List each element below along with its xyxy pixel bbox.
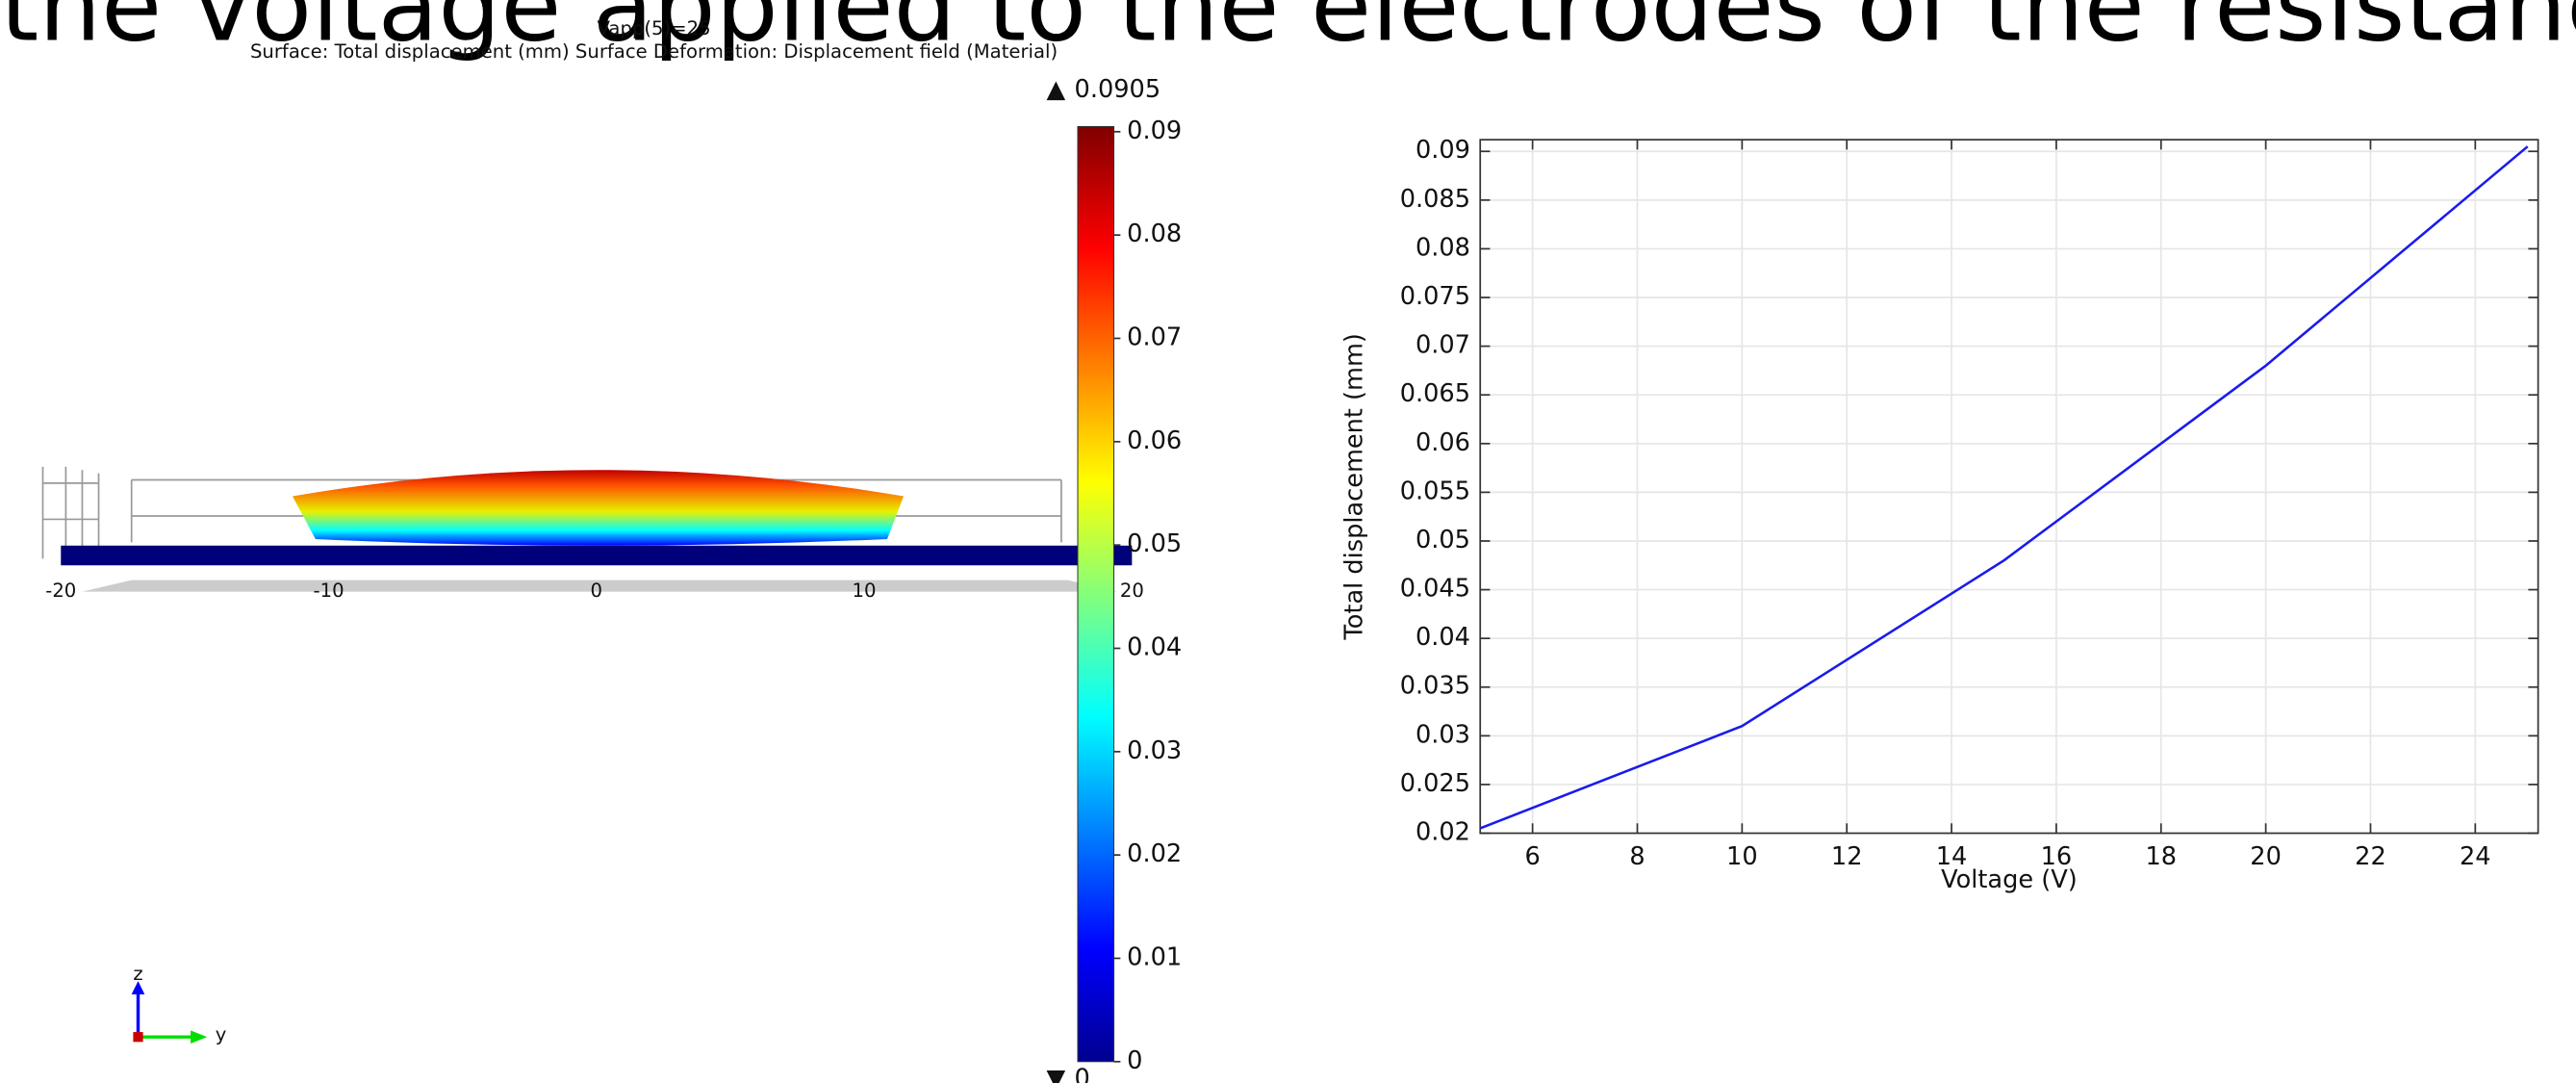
- y-tick-label: 0.06: [1416, 428, 1470, 457]
- y-tick-label: 0.05: [1416, 526, 1470, 554]
- colorbar-tick-label: 0.01: [1127, 942, 1182, 971]
- axis-triad: z y: [132, 963, 227, 1045]
- y-tick-label: 0.04: [1416, 623, 1470, 652]
- axis-label-y: y: [216, 1023, 227, 1045]
- x-axis-label: Voltage (V): [1941, 865, 2078, 894]
- x-tick-label: -20: [45, 580, 76, 602]
- colorbar-min-arrow: ▼: [1047, 1065, 1066, 1083]
- colorbar-tick-label: 0.07: [1127, 322, 1182, 351]
- y-tick-label: 0.025: [1400, 769, 1470, 798]
- y-tick-label: 0.07: [1416, 331, 1470, 360]
- x-tick-label: 12: [1831, 842, 1863, 871]
- colorbar-tick-label: 0.08: [1127, 219, 1182, 248]
- surface-plot: Vapp(5)=25 Surface: Total displacement (…: [42, 17, 1182, 1083]
- colorbar-min: 0: [1075, 1065, 1090, 1083]
- colorbar-tick-label: 0.04: [1127, 632, 1182, 661]
- colorbar-tick-label: 0.05: [1127, 529, 1182, 558]
- plot-subtitle: Surface: Total displacement (mm) Surface…: [250, 40, 1058, 63]
- y-tick-label: 0.085: [1400, 185, 1470, 214]
- x-tick-label: 8: [1629, 842, 1645, 871]
- x-tick-label: 18: [2145, 842, 2177, 871]
- x-tick-label: 6: [1525, 842, 1541, 871]
- x-tick-label: 10: [1726, 842, 1758, 871]
- plot-title: Vapp(5)=25: [598, 17, 711, 39]
- colorbar-tick-label: 0.03: [1127, 736, 1182, 765]
- y-tick-label: 0.035: [1400, 672, 1470, 701]
- y-tick-label: 0.065: [1400, 379, 1470, 408]
- colorbar: [1078, 126, 1114, 1061]
- x-tick-label: -10: [314, 580, 344, 602]
- deformed-surface: [293, 470, 904, 546]
- x-tick-label: 24: [2460, 842, 2491, 871]
- x-tick-label: 20: [1120, 580, 1144, 602]
- plot-frame: [1480, 140, 2538, 833]
- colorbar-max-arrow: ▲: [1047, 75, 1066, 104]
- x-tick-label: 10: [853, 580, 877, 602]
- line-chart: 0.02 0.025 0.03 0.035 0.04 0.045 0.05 0.055 0.06…: [1339, 136, 2538, 894]
- y-tick-label: 0.03: [1416, 720, 1470, 749]
- axis-label-z: z: [133, 963, 142, 985]
- x-tick-label: 0: [591, 580, 603, 602]
- y-tick-label: 0.075: [1400, 282, 1470, 311]
- y-tick-label: 0.08: [1416, 233, 1470, 262]
- x-tick-label: 22: [2355, 842, 2386, 871]
- colorbar-tick-label: 0: [1127, 1046, 1142, 1075]
- colorbar-tick-label: 0.02: [1127, 839, 1182, 868]
- substrate: [61, 546, 1132, 565]
- y-axis-label: Total displacement (mm): [1339, 333, 1368, 640]
- colorbar-tick-label: 0.09: [1127, 116, 1182, 145]
- x-tick-label: 20: [2250, 842, 2282, 871]
- y-tick-label: 0.055: [1400, 477, 1470, 505]
- slide: the voltage applied to the electrodes of…: [0, 0, 2576, 1083]
- colorbar-tick-label: 0.06: [1127, 426, 1182, 455]
- y-tick-label: 0.02: [1416, 818, 1470, 847]
- page: {"slide_title":"the voltage applied to t…: [0, 0, 2576, 1083]
- y-tick-label: 0.09: [1416, 136, 1470, 165]
- colorbar-max: 0.0905: [1075, 75, 1161, 104]
- y-tick-label: 0.045: [1400, 575, 1470, 604]
